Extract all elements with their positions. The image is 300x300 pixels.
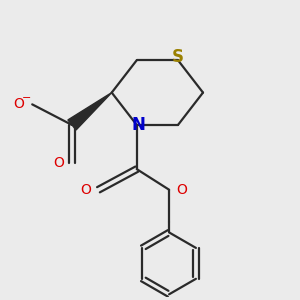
Text: O: O xyxy=(14,97,24,111)
Polygon shape xyxy=(68,93,112,130)
Text: O: O xyxy=(80,183,91,197)
Text: S: S xyxy=(172,48,184,66)
Text: −: − xyxy=(22,93,31,103)
Text: N: N xyxy=(131,116,145,134)
Text: O: O xyxy=(176,183,187,197)
Text: O: O xyxy=(53,156,64,170)
